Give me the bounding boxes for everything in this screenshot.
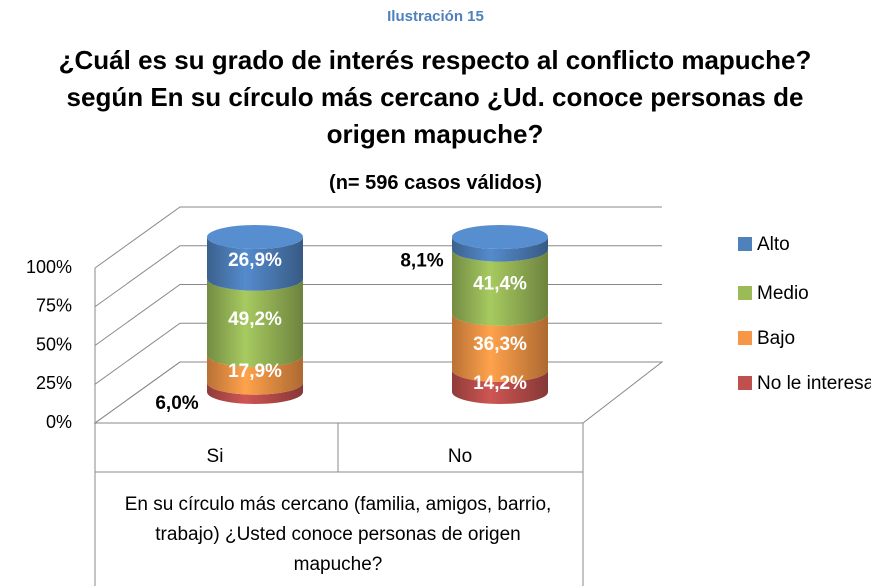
data-label: 8,1% (400, 251, 443, 272)
x-tick-label: No (448, 446, 472, 467)
bar-segment (452, 369, 548, 404)
legend-swatch (738, 376, 752, 390)
bar-cap (207, 225, 303, 249)
grid-line (94, 245, 662, 308)
grid-line (94, 284, 662, 346)
chart-title: ¿Cuál es su grado de interés respecto al… (58, 45, 812, 149)
y-tick-label: 50% (36, 334, 72, 354)
data-label: 49,2% (228, 309, 282, 330)
legend-label: No le interesa (757, 373, 871, 394)
legend-swatch (738, 331, 752, 345)
kicker: Ilustración 15 (387, 8, 484, 25)
y-tick-label: 0% (46, 412, 72, 432)
bar-cap (452, 225, 548, 249)
x-axis-title: En su círculo más cercano (familia, amig… (124, 494, 552, 575)
data-label: 26,9% (228, 250, 282, 271)
floor (93, 361, 664, 424)
y-tick-label: 25% (36, 373, 72, 393)
bar-segment (207, 382, 303, 404)
data-label: 17,9% (228, 361, 282, 382)
data-label: 36,3% (473, 334, 527, 355)
bar-segment (207, 278, 303, 367)
legend-label: Medio (757, 283, 809, 304)
bar-segment (452, 249, 548, 326)
bar-segment (207, 237, 303, 291)
legend-label: Bajo (757, 328, 795, 349)
legend-label: Alto (757, 234, 790, 255)
y-tick-label: 100% (26, 257, 72, 277)
data-label: 14,2% (473, 373, 527, 394)
grid-line (94, 206, 662, 269)
chart-subtitle: (n= 596 casos válidos) (329, 172, 542, 194)
data-label: 6,0% (155, 393, 198, 414)
legend-swatch (738, 237, 752, 251)
y-tick-label: 75% (36, 296, 72, 316)
data-label: 41,4% (473, 274, 527, 295)
grid-line (94, 322, 662, 385)
legend-swatch (738, 286, 752, 300)
bar-segment (207, 354, 303, 395)
x-tick-label: Si (207, 446, 224, 467)
bar-segment (452, 313, 548, 382)
bar-segment (452, 237, 548, 262)
